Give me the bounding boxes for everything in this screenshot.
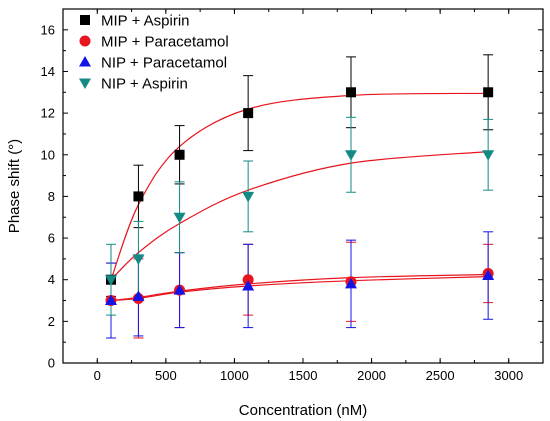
data-point-triangle-up bbox=[345, 277, 357, 289]
data-point-triangle-down bbox=[173, 212, 186, 224]
data-point-triangle-down bbox=[132, 254, 145, 265]
x-tick-label: 2000 bbox=[357, 368, 386, 383]
data-point-circle bbox=[242, 274, 254, 286]
error-bars bbox=[106, 54, 494, 339]
fit-curve bbox=[110, 151, 489, 281]
y-tick-label: 16 bbox=[41, 22, 55, 37]
data-point-square bbox=[483, 87, 494, 98]
y-tick-label: 0 bbox=[48, 356, 55, 371]
x-axis-label: Concentration (nM) bbox=[239, 402, 367, 419]
data-point-triangle-up bbox=[79, 56, 91, 67]
data-point-triangle-down bbox=[242, 191, 255, 203]
data-point-triangle-down bbox=[79, 78, 91, 89]
y-axis-ticks: 0 2 4 6 8 10 12 14 16 bbox=[41, 22, 543, 371]
data-point-triangle-up bbox=[105, 294, 117, 306]
fit-curve bbox=[110, 92, 489, 280]
data-point-square bbox=[133, 191, 144, 202]
data-point-triangle-up bbox=[242, 279, 255, 291]
data-point-square bbox=[346, 87, 356, 98]
data-point-triangle-up bbox=[482, 269, 495, 281]
x-tick-label: 2500 bbox=[426, 368, 455, 383]
x-axis-ticks: 0 500 1000 1500 2000 2500 3000 bbox=[62, 9, 544, 383]
data-point-triangle-up bbox=[173, 284, 186, 295]
data-point-triangle-down bbox=[345, 150, 357, 161]
x-tick-label: 1500 bbox=[289, 368, 318, 383]
legend: MIP + Aspirin MIP + Paracetamol NIP + Para… bbox=[79, 13, 229, 93]
legend-label: MIP + Aspirin bbox=[101, 13, 190, 30]
y-tick-label: 8 bbox=[48, 189, 55, 204]
y-tick-label: 6 bbox=[48, 231, 55, 246]
y-tick-label: 2 bbox=[48, 314, 55, 329]
y-tick-label: 10 bbox=[41, 147, 55, 162]
legend-label: NIP + Paracetamol bbox=[101, 55, 227, 72]
data-point-square bbox=[174, 149, 185, 160]
data-point-circle bbox=[79, 35, 91, 47]
x-tick-label: 500 bbox=[155, 368, 177, 383]
x-tick-label: 1000 bbox=[220, 368, 249, 383]
y-tick-label: 12 bbox=[41, 106, 55, 121]
y-axis-label: Phase shift (°) bbox=[6, 139, 23, 233]
x-tick-label: 3000 bbox=[494, 368, 523, 383]
legend-label: NIP + Aspirin bbox=[101, 76, 188, 93]
data-point-triangle-down bbox=[105, 275, 117, 286]
data-point-triangle-up bbox=[132, 290, 145, 301]
y-tick-label: 14 bbox=[41, 64, 55, 79]
fit-curves bbox=[110, 92, 489, 302]
data-point-triangle-down bbox=[482, 150, 495, 161]
y-tick-label: 4 bbox=[48, 272, 55, 287]
data-point-square bbox=[243, 108, 254, 119]
data-point-square bbox=[80, 15, 90, 25]
legend-label: MIP + Paracetamol bbox=[101, 34, 229, 51]
data-markers bbox=[105, 87, 495, 307]
x-tick-label: 0 bbox=[94, 368, 101, 383]
